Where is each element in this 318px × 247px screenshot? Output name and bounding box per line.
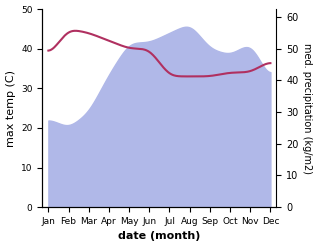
Y-axis label: med. precipitation (kg/m2): med. precipitation (kg/m2) [302, 43, 313, 174]
X-axis label: date (month): date (month) [118, 231, 201, 242]
Y-axis label: max temp (C): max temp (C) [5, 70, 16, 147]
